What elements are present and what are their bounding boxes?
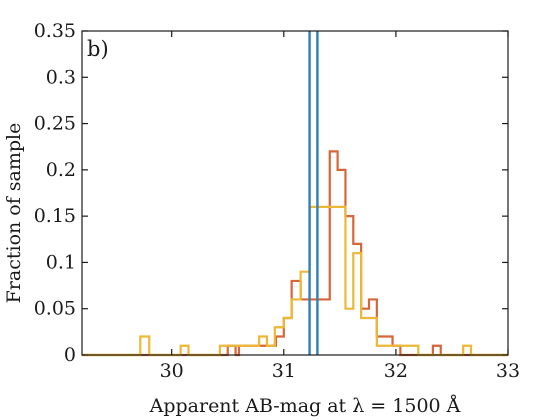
series-layer xyxy=(82,150,508,357)
tick-layer: 30 31 32 33 0 0.05 0.1 0.15 0.2 0.25 0.3 0.35 xyxy=(34,20,520,382)
x-tick-label: 33 xyxy=(496,360,520,382)
y-tick-label: 0.35 xyxy=(34,20,76,42)
y-tick-label: 0.2 xyxy=(46,159,76,181)
histogram-series-2 xyxy=(82,205,508,357)
histogram-series-1 xyxy=(82,150,508,357)
y-tick-label: 0.25 xyxy=(34,113,76,135)
y-tick-label: 0.05 xyxy=(34,298,76,320)
panel-label: b) xyxy=(87,37,109,61)
y-tick-label: 0.3 xyxy=(46,66,76,88)
vline-layer xyxy=(308,31,319,355)
y-tick-label: 0.1 xyxy=(46,251,76,273)
x-axis-label: Apparent AB-mag at λ = 1500 Å xyxy=(149,395,461,417)
x-tick-label: 31 xyxy=(272,360,296,382)
y-tick-label: 0.15 xyxy=(34,205,76,227)
y-tick-label: 0 xyxy=(64,344,76,366)
plot-frame xyxy=(81,30,509,356)
y-axis-label: Fraction of sample xyxy=(3,123,25,304)
x-tick-label: 30 xyxy=(160,360,184,382)
x-tick-label: 32 xyxy=(384,360,408,382)
